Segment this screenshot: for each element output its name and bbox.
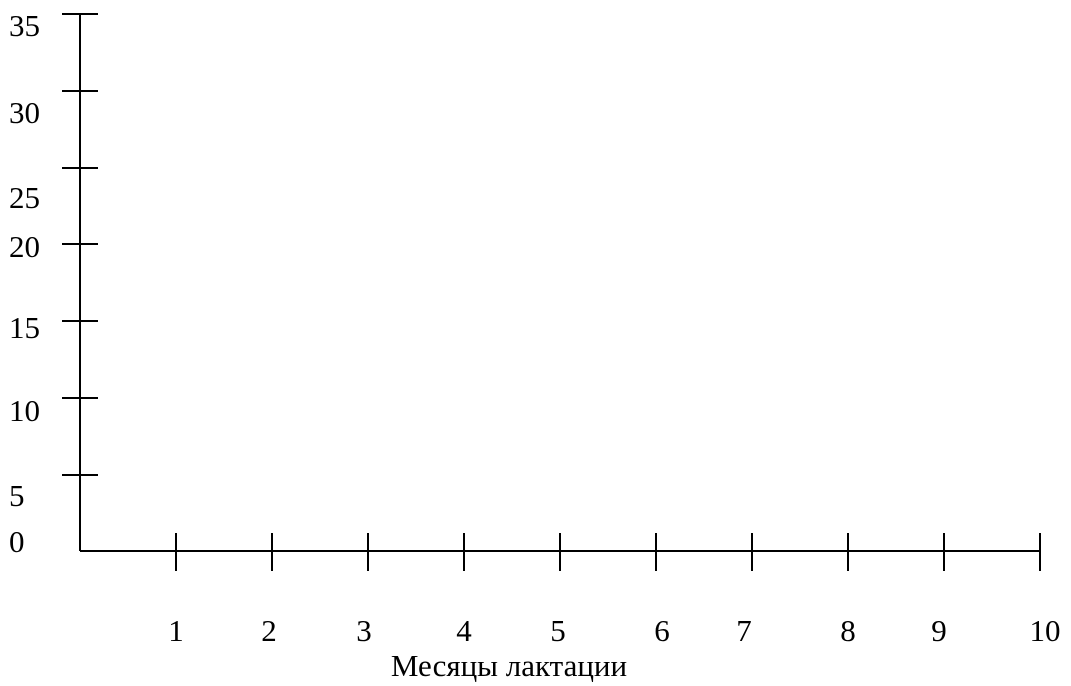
x-tick-label-6: 6 xyxy=(654,613,670,648)
x-tick-label-3: 3 xyxy=(356,613,372,648)
x-tick-label-8: 8 xyxy=(840,613,856,648)
y-tick-label-10: 10 xyxy=(9,393,40,428)
y-tick-label-25: 25 xyxy=(9,180,40,215)
x-tick-label-2: 2 xyxy=(261,613,277,648)
y-tick-label-20: 20 xyxy=(9,229,40,264)
y-tick-label-0: 0 xyxy=(9,524,25,559)
x-axis-tick-labels: 1 2 3 4 5 6 7 8 9 10 xyxy=(168,613,1060,648)
x-tick-label-9: 9 xyxy=(931,613,947,648)
y-tick-label-30: 30 xyxy=(9,95,40,130)
x-tick-label-4: 4 xyxy=(456,613,472,648)
y-tick-label-5: 5 xyxy=(9,478,25,513)
x-tick-label-5: 5 xyxy=(550,613,566,648)
x-tick-label-10: 10 xyxy=(1030,613,1061,648)
y-axis-tick-labels: 0 5 10 15 20 25 30 35 xyxy=(9,8,40,559)
x-tick-label-1: 1 xyxy=(168,613,184,648)
y-tick-label-35: 35 xyxy=(9,8,40,43)
x-tick-label-7: 7 xyxy=(736,613,752,648)
x-axis-label: Месяцы лактации xyxy=(391,648,627,683)
y-tick-label-15: 15 xyxy=(9,310,40,345)
